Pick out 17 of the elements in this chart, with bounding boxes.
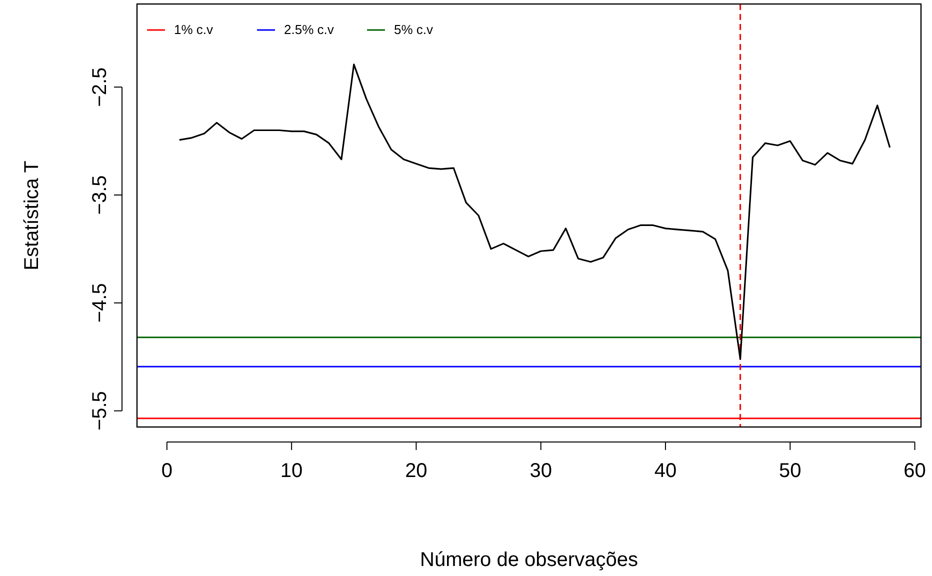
line-series — [178, 64, 891, 360]
x-axis-title: Número de observações — [420, 549, 638, 571]
x-tick-label: 10 — [280, 460, 303, 482]
x-tick-label: 40 — [654, 460, 677, 482]
legend-label: 5% c.v — [394, 22, 434, 37]
legend-label: 2.5% c.v — [284, 22, 334, 37]
y-tick-label: −5.5 — [89, 391, 111, 431]
y-axis-title: Estatística T — [21, 160, 43, 270]
x-tick-label: 0 — [161, 460, 172, 482]
x-tick-label: 60 — [904, 460, 926, 482]
x-tick-label: 50 — [779, 460, 802, 482]
y-tick-label: −3.5 — [89, 175, 111, 215]
y-tick-label: −2.5 — [89, 67, 111, 107]
legend-label: 1% c.v — [174, 22, 214, 37]
y-tick-label: −4.5 — [89, 283, 111, 323]
x-tick-label: 20 — [405, 460, 428, 482]
x-tick-label: 30 — [530, 460, 552, 482]
